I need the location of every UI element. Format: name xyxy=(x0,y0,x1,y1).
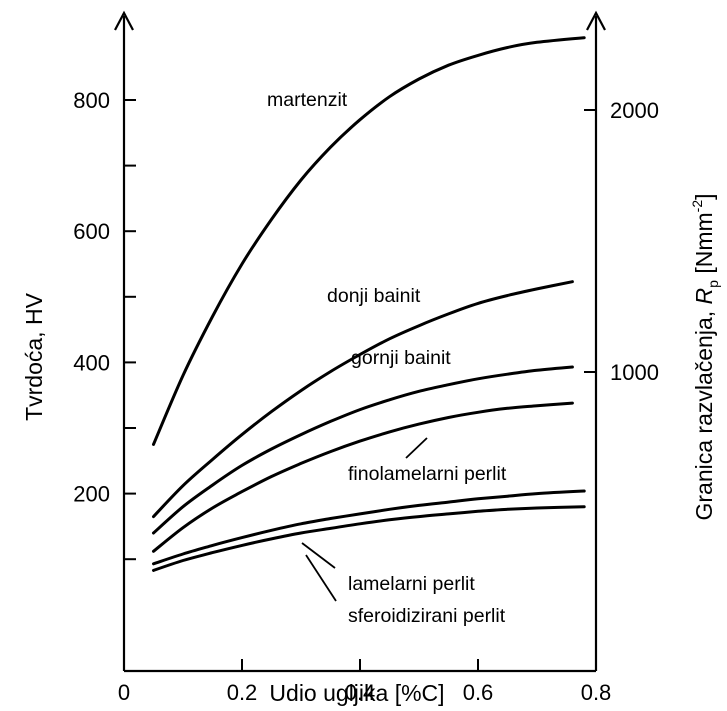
y2-tick-label: 1000 xyxy=(610,360,659,385)
x-tick-label: 0 xyxy=(118,680,130,705)
ticks-layer: 0 0.2 0.4 0.6 0.8 200 400 600 800 1000 2000 xyxy=(73,88,659,705)
series-label-donji-bainit: donji bainit xyxy=(327,285,421,307)
series-line-gornji-bainit xyxy=(152,365,574,535)
series-label-lamelarni-perlit: lamelarni perlit xyxy=(348,573,475,595)
label-leader-line xyxy=(305,554,337,602)
curves-layer xyxy=(152,36,586,572)
series-label-sferoidizirani-perlit: sferoidizirani perlit xyxy=(348,605,506,627)
y-tick-label: 600 xyxy=(73,219,110,244)
x-tick-label: 0.4 xyxy=(345,680,376,705)
series-line-finolamelarni-perlit xyxy=(152,401,574,553)
y-axis-left-title: Tvrdoća, HV xyxy=(21,292,47,420)
label-leader-line xyxy=(405,437,428,459)
series-line-martenzit xyxy=(152,36,586,446)
series-label-gornji-bainit: gornji bainit xyxy=(351,347,451,369)
series-line-sferoidizirani-perlit xyxy=(152,505,586,572)
x-axis-title: Udio ugljika [%C] xyxy=(269,680,444,706)
x-tick-label: 0.8 xyxy=(581,680,612,705)
label-leader-line xyxy=(301,542,336,569)
y-tick-label: 400 xyxy=(73,350,110,375)
y2-tick-label: 2000 xyxy=(610,98,659,123)
y2-title-prefix: Granica razvlačenja, xyxy=(691,304,717,520)
leaders-layer xyxy=(301,437,428,602)
y2-title-symbol: R xyxy=(691,288,717,305)
y-axis-left-arrow xyxy=(114,10,134,31)
y-axis-right-arrow xyxy=(586,10,606,31)
y2-title-unit-close: ] xyxy=(691,193,717,199)
y2-title-superscript: -2 xyxy=(689,200,705,213)
y-tick-label: 200 xyxy=(73,482,110,507)
series-line-donji-bainit xyxy=(152,280,574,519)
y-axis-right-title: Granica razvlačenja, Rp [Nmm-2] xyxy=(689,193,721,520)
x-tick-label: 0.6 xyxy=(463,680,494,705)
series-line-lamelarni-perlit xyxy=(152,489,586,566)
y2-title-subscript: p xyxy=(705,280,721,288)
y2-title-unit: [Nmm xyxy=(691,212,717,280)
series-label-finolamelarni-perlit: finolamelarni perlit xyxy=(348,463,507,485)
x-tick-label: 0.2 xyxy=(227,680,258,705)
y-tick-label: 800 xyxy=(73,88,110,113)
series-label-martenzit: martenzit xyxy=(267,89,348,111)
labels-layer: martenzit donji bainit gornji bainit finola… xyxy=(267,89,507,627)
